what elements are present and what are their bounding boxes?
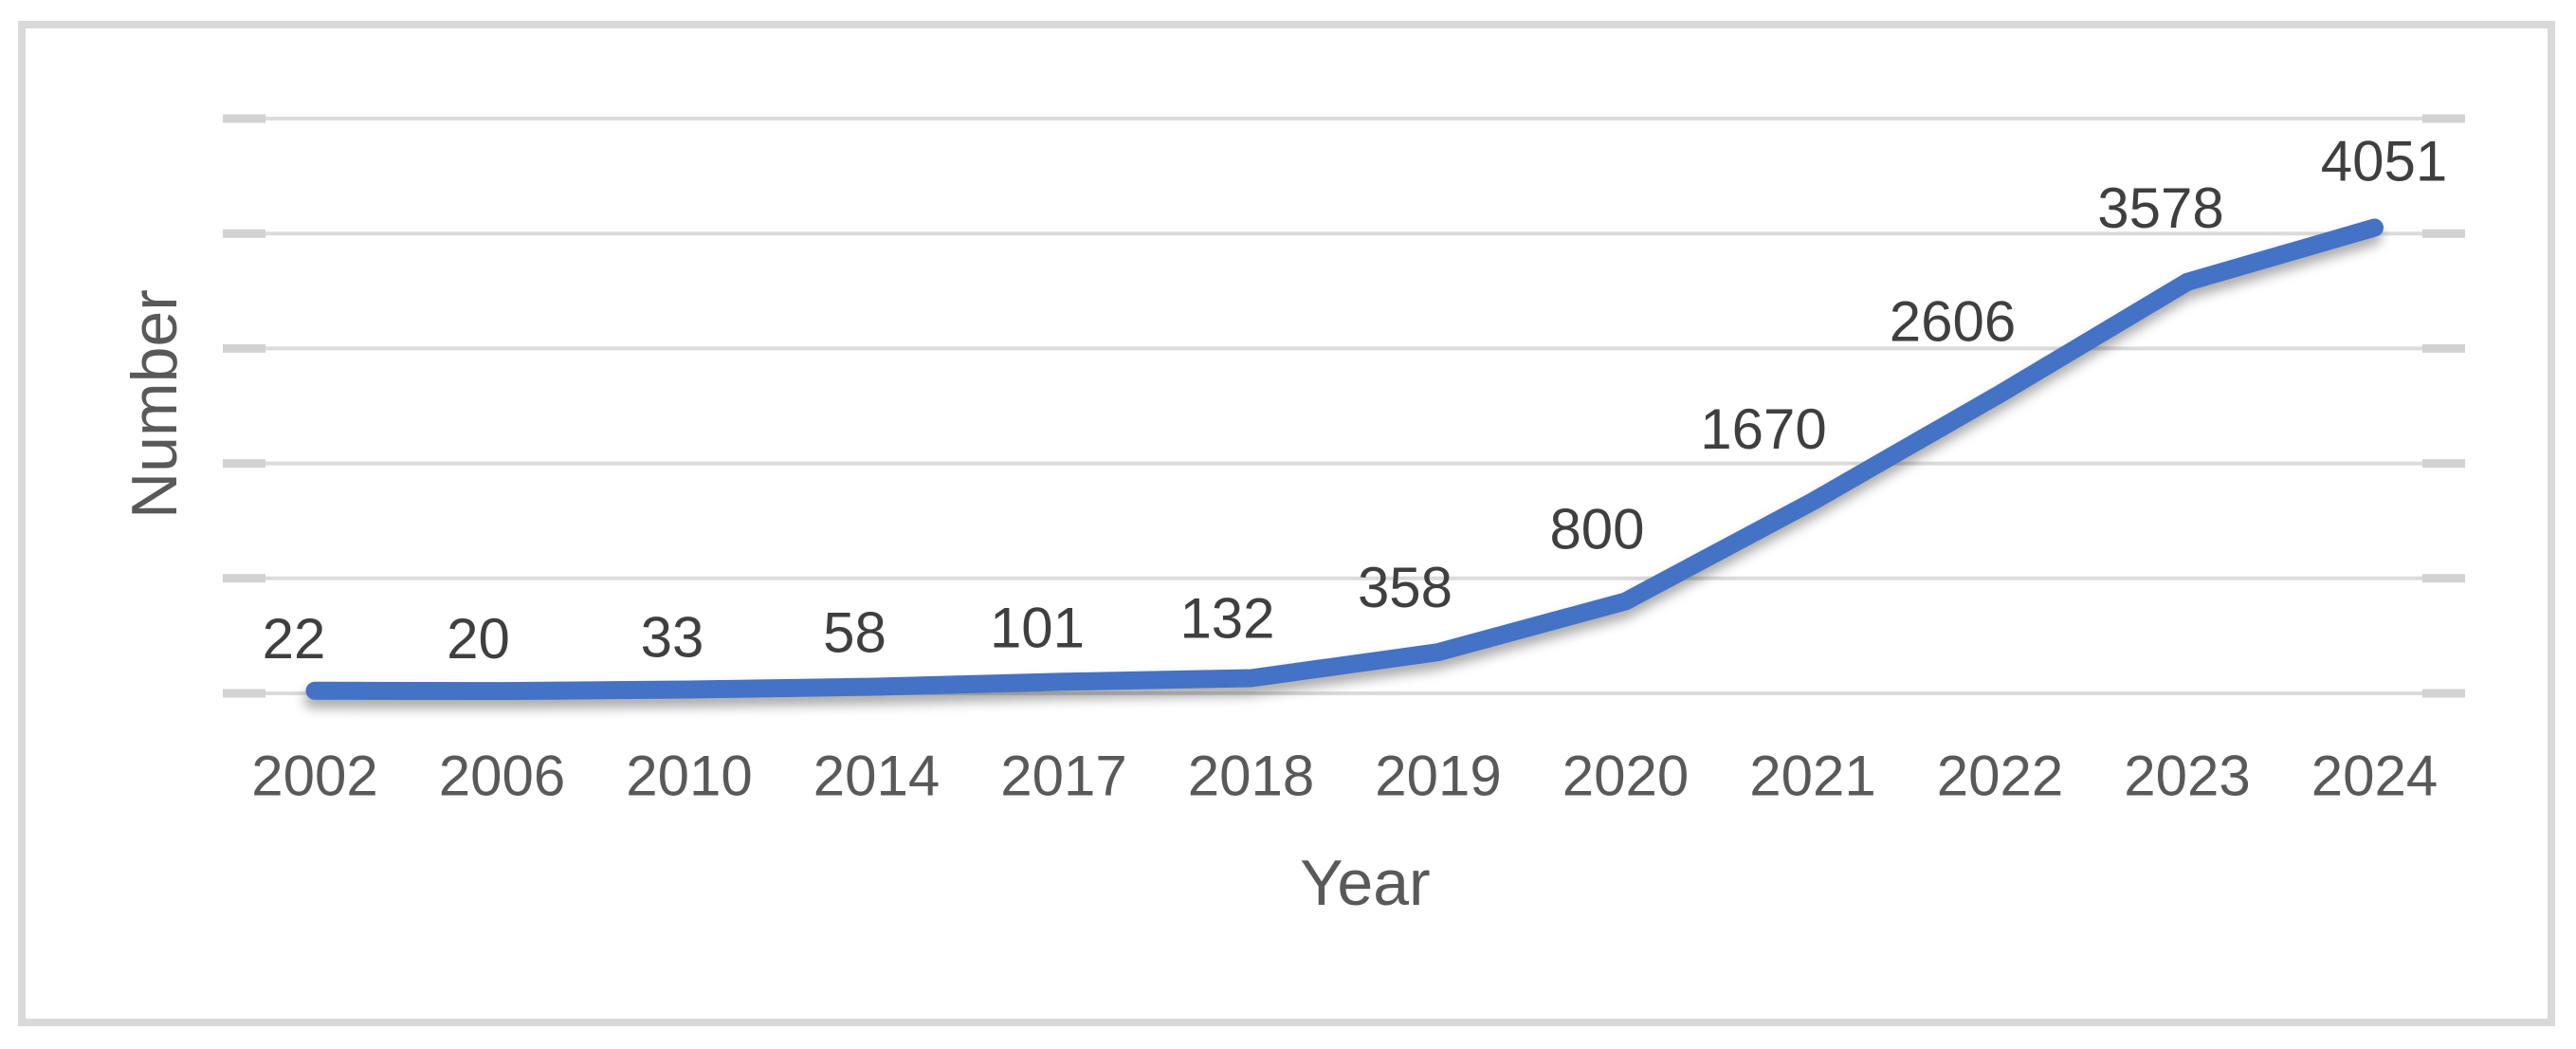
series-line xyxy=(305,218,2384,701)
data-label: 58 xyxy=(823,601,886,665)
data-label: 358 xyxy=(1358,556,1452,619)
x-axis-tick-label: 2014 xyxy=(813,745,940,808)
x-axis-tick-label: 2020 xyxy=(1562,745,1689,808)
gridlines xyxy=(265,117,2465,695)
y-axis-title: Number xyxy=(119,289,191,519)
chart-border xyxy=(18,21,2555,1026)
x-axis-title: Year xyxy=(1300,847,1430,919)
x-axis-tick-label: 2018 xyxy=(1188,745,1314,808)
axis-ticks xyxy=(223,114,2465,698)
data-label: 2606 xyxy=(1890,290,2016,354)
data-label: 22 xyxy=(263,607,326,671)
data-labels: 22 20 33 58 101 132 358 800 1670 2606 3578 4051 xyxy=(263,130,2448,672)
x-axis-tick-label: 2024 xyxy=(2311,745,2438,808)
data-label: 101 xyxy=(990,596,1085,659)
data-label: 1670 xyxy=(1700,397,1826,461)
x-axis-tick-label: 2022 xyxy=(1937,745,2063,808)
data-label: 4051 xyxy=(2321,130,2447,193)
data-label: 20 xyxy=(447,607,510,671)
data-label: 800 xyxy=(1549,498,1644,561)
data-label: 33 xyxy=(641,606,704,670)
x-axis-tick-label: 2019 xyxy=(1375,745,1501,808)
x-axis-tick-label: 2023 xyxy=(2124,745,2250,808)
x-axis-tick-label: 2002 xyxy=(251,745,377,808)
x-axis-tick-label: 2010 xyxy=(626,745,752,808)
x-axis-tick-label: 2021 xyxy=(1749,745,1875,808)
x-axis-tick-labels: 2002 2006 2010 2014 2017 2018 2019 2020 2021 2022… xyxy=(251,745,2438,808)
x-axis-tick-label: 2006 xyxy=(439,745,565,808)
data-label: 3578 xyxy=(2097,176,2223,240)
data-label: 132 xyxy=(1179,587,1274,651)
x-axis-tick-label: 2017 xyxy=(1000,745,1126,808)
